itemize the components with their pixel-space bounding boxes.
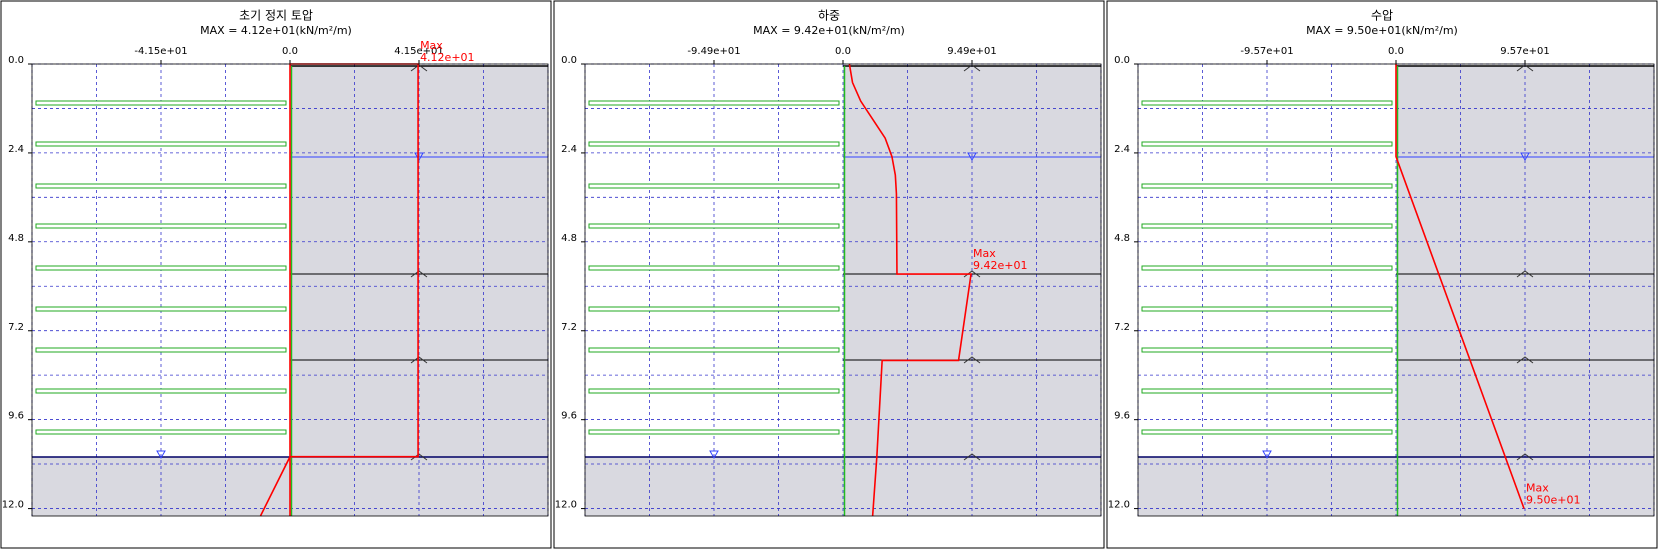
strut <box>1141 100 1393 106</box>
y-tick-label: 9.6 <box>1114 411 1130 422</box>
support-symbol <box>963 270 981 278</box>
strut <box>35 141 287 147</box>
strut <box>588 429 840 435</box>
strut <box>35 388 287 394</box>
water-symbol <box>1520 152 1530 162</box>
support-symbol <box>1516 270 1534 278</box>
data-line <box>848 63 972 517</box>
strut <box>588 183 840 189</box>
chart-subtitle: MAX = 9.50e+01(kN/m²/m) <box>1306 24 1458 37</box>
annotation-value: 9.50e+01 <box>1526 494 1580 507</box>
y-tick-label: 0.0 <box>561 55 577 66</box>
strut <box>35 306 287 312</box>
water-symbol <box>1262 450 1272 460</box>
y-tick-label: 7.2 <box>561 322 577 333</box>
y-tick-label: 7.2 <box>1114 322 1130 333</box>
annotation-value: 4.12e+01 <box>420 51 474 64</box>
annotation-value: 9.42e+01 <box>973 259 1027 272</box>
x-tick-label: -4.15e+01 <box>134 46 187 57</box>
y-tick-label: 4.8 <box>8 233 24 244</box>
y-tick-label: 0.0 <box>1114 55 1130 66</box>
x-tick-label: 4.15e+01 <box>394 46 444 57</box>
support-symbol <box>963 64 981 72</box>
support-symbol <box>410 270 428 278</box>
strut <box>1141 347 1393 353</box>
strut <box>35 183 287 189</box>
strut <box>35 223 287 229</box>
y-tick-label: 4.8 <box>1114 233 1130 244</box>
annotation-text: Max <box>420 39 443 52</box>
x-tick-label: -9.49e+01 <box>687 46 740 57</box>
strut <box>1141 141 1393 147</box>
y-tick-label: 12.0 <box>2 500 24 511</box>
plot-frame <box>31 63 549 517</box>
strut <box>1141 223 1393 229</box>
strut <box>588 388 840 394</box>
soil-area <box>1396 66 1654 516</box>
water-symbol <box>967 152 977 162</box>
x-tick-label: 0.0 <box>282 46 298 57</box>
strut <box>35 265 287 271</box>
strut <box>588 141 840 147</box>
x-tick-label: 0.0 <box>1388 46 1404 57</box>
support-symbol <box>963 453 981 461</box>
strut <box>1141 429 1393 435</box>
strut <box>1141 265 1393 271</box>
strut <box>35 429 287 435</box>
plot-frame <box>584 63 1102 517</box>
chart-title: 하중 <box>818 9 840 23</box>
annotation-text: Max <box>1526 482 1549 495</box>
y-tick-label: 0.0 <box>8 55 24 66</box>
support-symbol <box>410 453 428 461</box>
support-symbol <box>963 356 981 364</box>
soil-area <box>290 66 548 516</box>
strut <box>35 100 287 106</box>
strut <box>588 347 840 353</box>
y-tick-label: 4.8 <box>561 233 577 244</box>
x-tick-label: 0.0 <box>835 46 851 57</box>
y-tick-label: 12.0 <box>555 500 577 511</box>
y-tick-label: 9.6 <box>561 411 577 422</box>
water-symbol <box>709 450 719 460</box>
strut <box>588 306 840 312</box>
y-tick-label: 2.4 <box>1114 144 1130 155</box>
chart-subtitle: MAX = 9.42e+01(kN/m²/m) <box>753 24 905 37</box>
chart-title: 초기 정지 토압 <box>239 9 313 23</box>
strut <box>588 100 840 106</box>
strut <box>588 223 840 229</box>
x-tick-label: 9.57e+01 <box>1500 46 1550 57</box>
chart-title: 수압 <box>1371 9 1393 23</box>
support-symbol <box>410 64 428 72</box>
y-tick-label: 12.0 <box>1108 500 1130 511</box>
support-symbol <box>410 356 428 364</box>
y-tick-label: 2.4 <box>561 144 577 155</box>
strut <box>1141 306 1393 312</box>
x-tick-label: -9.57e+01 <box>1240 46 1293 57</box>
strut <box>1141 388 1393 394</box>
chart-subtitle: MAX = 4.12e+01(kN/m²/m) <box>200 24 352 37</box>
data-line <box>259 63 419 517</box>
strut <box>588 265 840 271</box>
water-symbol <box>156 450 166 460</box>
support-symbol <box>1516 453 1534 461</box>
water-symbol <box>414 152 424 162</box>
y-tick-label: 2.4 <box>8 144 24 155</box>
y-tick-label: 9.6 <box>8 411 24 422</box>
support-symbol <box>1516 64 1534 72</box>
data-line <box>1395 64 1525 509</box>
x-tick-label: 9.49e+01 <box>947 46 997 57</box>
strut <box>35 347 287 353</box>
annotation-text: Max <box>973 247 996 260</box>
y-tick-label: 7.2 <box>8 322 24 333</box>
plot-frame <box>1137 63 1655 517</box>
strut <box>1141 183 1393 189</box>
support-symbol <box>1516 356 1534 364</box>
